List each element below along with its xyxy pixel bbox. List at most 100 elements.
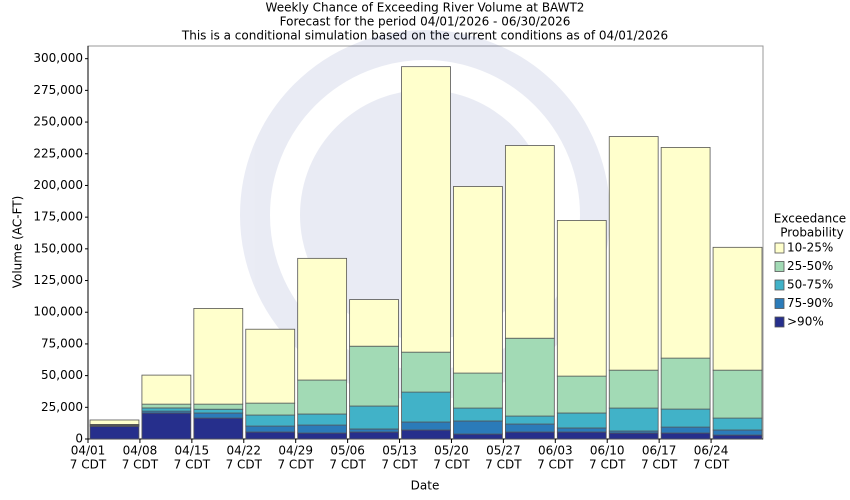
- bar-segment: [193, 403, 244, 410]
- x-tick-sublabel: 7 CDT: [122, 458, 159, 472]
- bar-segment: [504, 431, 555, 440]
- bar-segment: [660, 408, 711, 428]
- y-tick-label: 50,000: [41, 368, 83, 382]
- bar-segment: [245, 414, 296, 427]
- bar-segment: [608, 432, 659, 440]
- x-tick-label: 05/13: [382, 444, 417, 458]
- bar-segment: [556, 427, 607, 433]
- bar-segment: [297, 413, 348, 426]
- bar-segment: [141, 374, 192, 405]
- bar-segment: [89, 425, 140, 440]
- x-tick-sublabel: 7 CDT: [70, 458, 107, 472]
- y-tick-label: 225,000: [33, 146, 83, 160]
- y-tick-label: 75,000: [41, 336, 83, 350]
- legend-swatch: [774, 279, 785, 291]
- bar-segment: [556, 375, 607, 414]
- bar-segment: [453, 407, 503, 422]
- bar-segment: [193, 417, 244, 440]
- bar-segment: [504, 423, 555, 433]
- bar-segment: [141, 403, 192, 409]
- x-tick-sublabel: 7 CDT: [226, 458, 263, 472]
- bar-segment: [297, 432, 348, 440]
- x-tick-sublabel: 7 CDT: [329, 458, 366, 472]
- x-tick-sublabel: 7 CDT: [433, 458, 470, 472]
- bar-segment: [89, 419, 140, 425]
- bar-segment: [349, 405, 399, 430]
- bar-segment: [297, 257, 348, 381]
- x-tick-label: 05/27: [486, 444, 521, 458]
- y-tick-label: 200,000: [33, 178, 83, 192]
- bar-segment: [245, 402, 296, 416]
- x-tick-sublabel: 7 CDT: [277, 458, 314, 472]
- bar-segment: [245, 328, 296, 404]
- x-tick-label: 05/20: [434, 444, 469, 458]
- legend-title: Exceedance: [774, 212, 846, 226]
- bar-segment: [297, 424, 348, 434]
- bar-segment: [660, 357, 711, 410]
- x-tick-sublabel: 7 CDT: [641, 458, 678, 472]
- bar-segment: [401, 391, 451, 423]
- bar-segment: [245, 431, 296, 440]
- bar-segment: [712, 429, 763, 436]
- legend-label: 75-90%: [787, 296, 833, 310]
- bar-segment: [401, 421, 451, 431]
- x-tick-label: 06/24: [694, 444, 729, 458]
- bar-segment: [504, 337, 555, 417]
- x-tick-sublabel: 7 CDT: [693, 458, 730, 472]
- legend-swatch: [774, 316, 785, 328]
- bar-segment: [712, 434, 763, 440]
- bar-segment: [660, 426, 711, 434]
- legend-swatch: [774, 298, 785, 309]
- bar-segment: [349, 428, 399, 433]
- bar-segment: [556, 220, 607, 377]
- bar-segment: [349, 299, 399, 347]
- bar-segment: [556, 431, 607, 440]
- y-tick-label: 300,000: [33, 51, 83, 65]
- bar-segment: [245, 425, 296, 433]
- bar-segment: [504, 145, 555, 339]
- x-tick-label: 04/29: [278, 444, 313, 458]
- bar-segment: [712, 246, 763, 371]
- legend-swatch: [774, 242, 785, 254]
- y-tick-label: 250,000: [33, 115, 83, 129]
- bar-segment: [660, 432, 711, 440]
- x-tick-label: 04/08: [123, 444, 158, 458]
- x-tick-sublabel: 7 CDT: [485, 458, 522, 472]
- bar-segment: [401, 429, 451, 440]
- y-tick-label: 100,000: [33, 305, 83, 319]
- bar-segment: [349, 345, 399, 407]
- chart-subtitle: Forecast for the period 04/01/2026 - 06/…: [280, 15, 571, 29]
- bar-segment: [712, 369, 763, 419]
- y-tick-label: 150,000: [33, 241, 83, 255]
- bar-segment: [141, 407, 192, 412]
- bar-segment: [608, 136, 659, 371]
- x-tick-sublabel: 7 CDT: [589, 458, 626, 472]
- bar-segment: [712, 417, 763, 431]
- legend-title: Probability: [780, 226, 843, 240]
- y-tick-label: 275,000: [33, 83, 83, 97]
- bar-segment: [453, 372, 503, 409]
- y-tick-label: 125,000: [33, 273, 83, 287]
- legend-label: 10-25%: [787, 241, 833, 255]
- bar-segment: [193, 408, 244, 414]
- bar-segment: [401, 66, 451, 353]
- bar-segment: [349, 431, 399, 440]
- y-tick-label: 175,000: [33, 210, 83, 224]
- x-tick-label: 06/03: [538, 444, 573, 458]
- bar-segment: [401, 351, 451, 393]
- x-tick-label: 04/22: [226, 444, 261, 458]
- y-tick-label: 25,000: [41, 400, 83, 414]
- bar-segment: [193, 308, 244, 405]
- legend-swatch: [774, 261, 785, 272]
- chart-title: Weekly Chance of Exceeding River Volume …: [266, 1, 585, 15]
- bar-segment: [660, 147, 711, 359]
- legend-label: 50-75%: [787, 278, 833, 292]
- x-tick-label: 06/10: [590, 444, 625, 458]
- x-tick-label: 06/17: [642, 444, 677, 458]
- bar-segment: [608, 407, 659, 432]
- x-tick-label: 04/15: [175, 444, 210, 458]
- bar-segment: [453, 433, 503, 440]
- y-tick-label: 0: [75, 432, 83, 446]
- legend-label: >90%: [787, 315, 824, 329]
